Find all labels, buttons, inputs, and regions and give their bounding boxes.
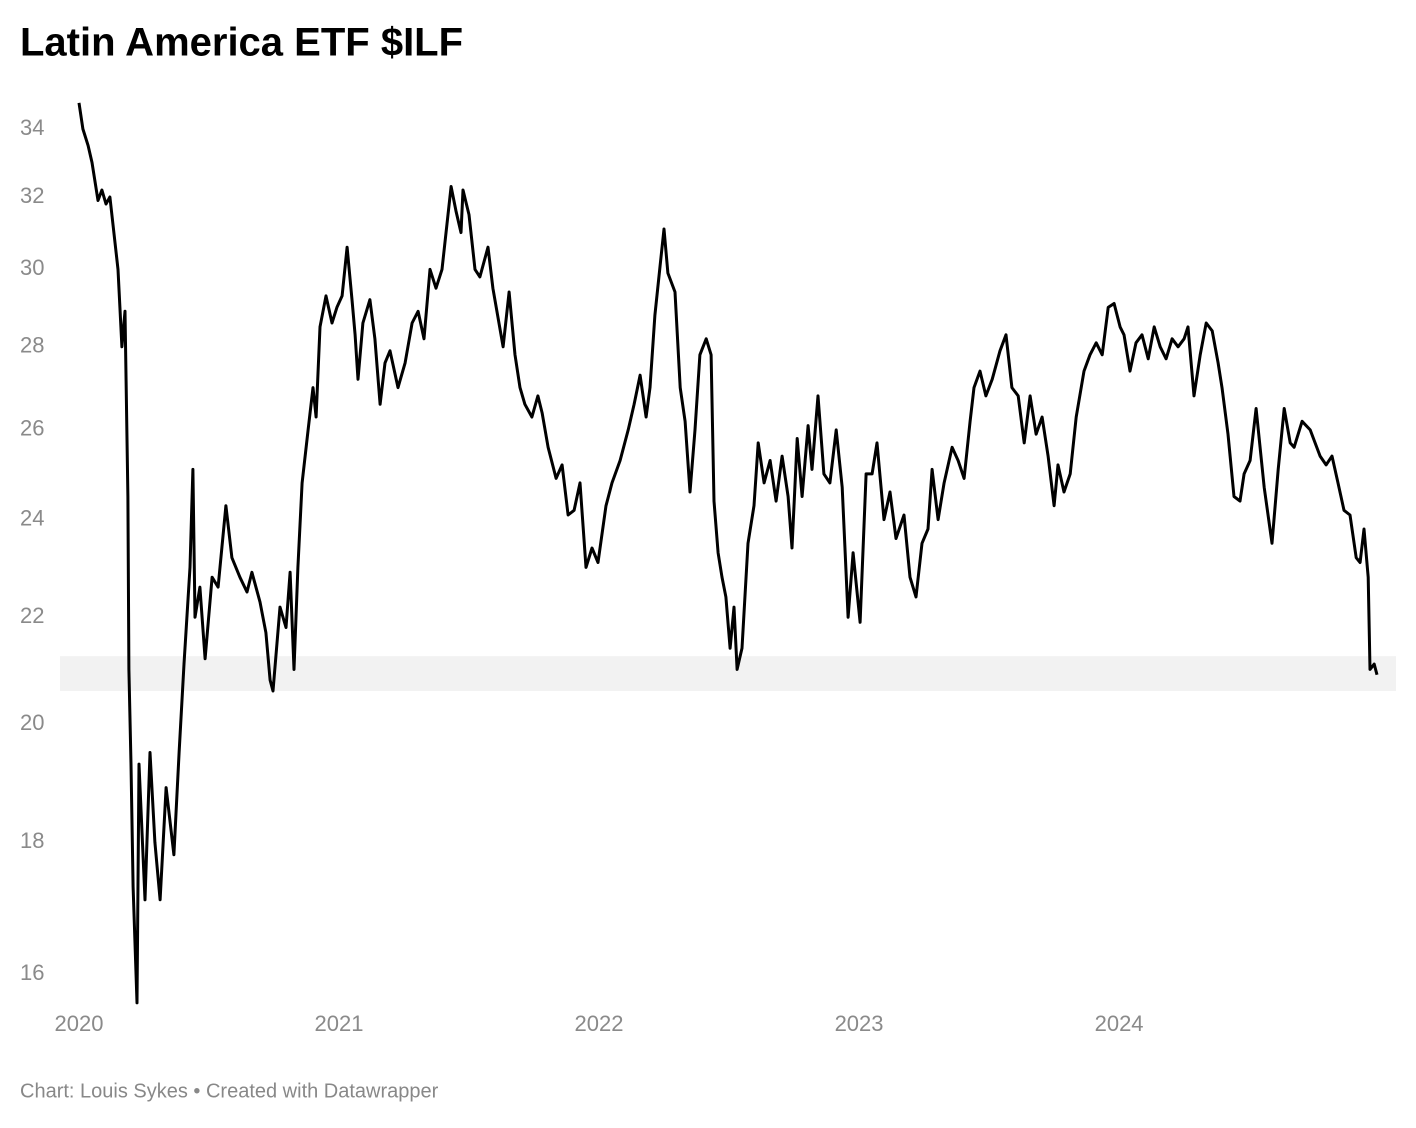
x-tick-label: 2023 (835, 1011, 884, 1036)
y-tick-label: 20 (20, 710, 44, 735)
y-tick-label: 34 (20, 115, 44, 140)
support-band (60, 656, 1396, 691)
y-tick-label: 16 (20, 960, 44, 985)
y-tick-label: 26 (20, 416, 44, 441)
x-tick-label: 2022 (575, 1011, 624, 1036)
y-tick-label: 18 (20, 828, 44, 853)
y-tick-label: 24 (20, 505, 44, 530)
y-tick-label: 22 (20, 603, 44, 628)
y-tick-label: 32 (20, 183, 44, 208)
chart-source: Chart: Louis Sykes • Created with Datawr… (20, 1080, 439, 1102)
chart-title: Latin America ETF $ILF (20, 21, 463, 65)
x-tick-label: 2021 (315, 1011, 364, 1036)
price-line (77, 102, 1379, 1005)
x-tick-label: 2020 (55, 1011, 104, 1036)
x-tick-label: 2024 (1095, 1011, 1144, 1036)
y-tick-label: 28 (20, 333, 44, 358)
y-tick-label: 30 (20, 255, 44, 280)
